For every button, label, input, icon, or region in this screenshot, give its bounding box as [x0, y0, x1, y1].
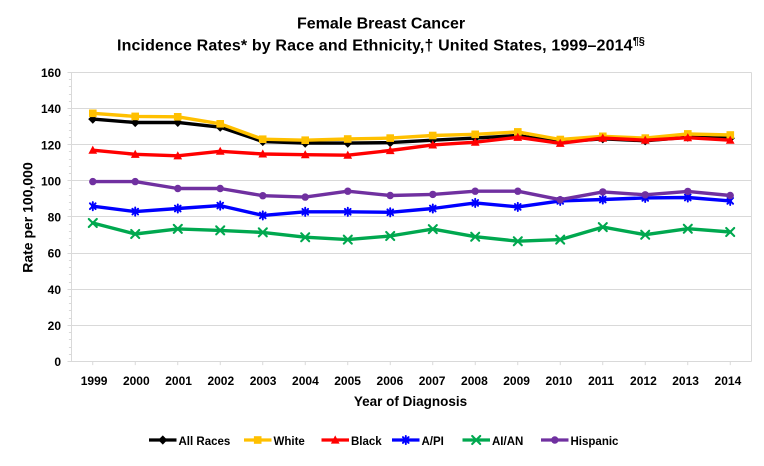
svg-text:2012: 2012 — [630, 374, 657, 388]
svg-text:2008: 2008 — [461, 374, 488, 388]
svg-text:Black: Black — [351, 436, 382, 448]
svg-text:120: 120 — [41, 138, 61, 152]
svg-text:2005: 2005 — [334, 374, 361, 388]
svg-text:2004: 2004 — [292, 374, 319, 388]
svg-text:2013: 2013 — [672, 374, 699, 388]
svg-text:2000: 2000 — [123, 374, 150, 388]
svg-text:100: 100 — [41, 175, 61, 189]
svg-text:2003: 2003 — [250, 374, 277, 388]
svg-text:20: 20 — [48, 319, 62, 333]
svg-text:1999: 1999 — [81, 374, 108, 388]
svg-text:Incidence Rates* by Race and E: Incidence Rates* by Race and Ethnicity,†… — [117, 36, 645, 55]
svg-text:Female Breast Cancer: Female Breast Cancer — [297, 16, 465, 33]
svg-text:Year of Diagnosis: Year of Diagnosis — [354, 394, 467, 409]
svg-text:2011: 2011 — [588, 374, 614, 388]
svg-text:Rate per 100,000: Rate per 100,000 — [20, 162, 36, 273]
svg-text:Hispanic: Hispanic — [571, 436, 620, 448]
svg-text:80: 80 — [48, 211, 62, 225]
svg-text:2002: 2002 — [207, 374, 234, 388]
svg-text:White: White — [274, 436, 305, 448]
svg-text:160: 160 — [41, 66, 61, 80]
svg-text:140: 140 — [41, 102, 61, 116]
svg-text:All Races: All Races — [179, 436, 231, 448]
svg-text:2006: 2006 — [377, 374, 404, 388]
svg-text:2014: 2014 — [715, 374, 742, 388]
svg-text:AI/AN: AI/AN — [492, 436, 523, 448]
svg-text:A/PI: A/PI — [422, 436, 444, 448]
svg-text:2001: 2001 — [165, 374, 192, 388]
svg-text:60: 60 — [48, 247, 62, 261]
svg-text:40: 40 — [48, 283, 62, 297]
svg-text:2009: 2009 — [503, 374, 530, 388]
svg-text:2007: 2007 — [419, 374, 446, 388]
svg-text:2010: 2010 — [546, 374, 573, 388]
svg-text:0: 0 — [54, 355, 61, 369]
